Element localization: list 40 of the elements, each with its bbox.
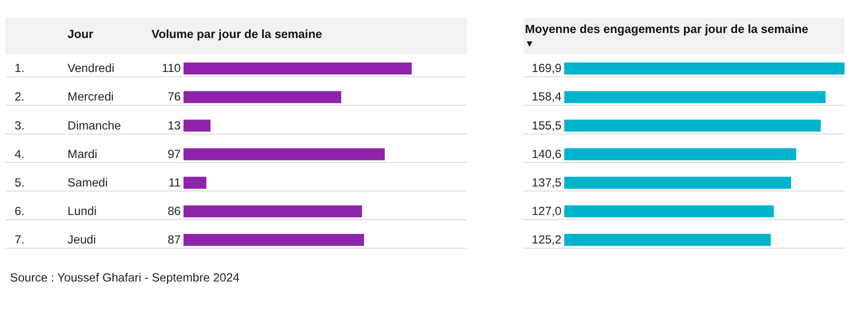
bar — [184, 120, 210, 132]
y-axis-title: Jour — [68, 26, 94, 41]
category-label: 2. Mercredi — [14, 90, 114, 104]
data-label: 137,5 — [532, 175, 562, 190]
data-label: 158,4 — [532, 90, 562, 104]
category-label: 1. Vendredi — [14, 61, 114, 76]
data-label: 11 — [168, 175, 182, 190]
data-label: 97 — [168, 146, 181, 161]
source-note: Source : Youssef Ghafari - Septembre 2024 — [10, 270, 240, 285]
category-label: 6. Lundi — [14, 204, 97, 218]
bar — [184, 148, 385, 160]
chart-title: Moyenne des engagements par jour de la semaine — [524, 22, 809, 36]
data-label: 87 — [168, 232, 181, 247]
bar — [564, 234, 771, 246]
bar — [184, 234, 364, 246]
bar — [564, 91, 826, 104]
data-label: 127,0 — [532, 204, 562, 218]
bar — [564, 62, 845, 75]
category-label: 7. Jeudi — [14, 232, 96, 247]
data-label: 13 — [168, 118, 182, 132]
data-label: 125,2 — [532, 232, 562, 247]
data-label: 169,9 — [532, 61, 562, 76]
bar — [564, 148, 796, 160]
bar — [184, 91, 342, 104]
bar — [564, 205, 774, 218]
bar — [564, 176, 792, 189]
category-label: 3. Dimanche — [14, 118, 121, 132]
category-label: 5. Samedi — [14, 175, 108, 190]
data-label: 86 — [168, 204, 182, 218]
data-label: 110 — [162, 61, 182, 76]
bar — [184, 205, 362, 218]
chart-title: Volume par jour de la semaine — [152, 26, 322, 41]
data-label: 76 — [168, 90, 182, 104]
chart-subtitle: ▼ — [526, 39, 533, 48]
bar — [184, 176, 206, 189]
bar — [564, 120, 821, 132]
data-label: 140,6 — [532, 146, 562, 161]
data-label: 155,5 — [532, 118, 562, 132]
bar — [184, 62, 412, 75]
category-label: 4. Mardi — [14, 146, 98, 161]
